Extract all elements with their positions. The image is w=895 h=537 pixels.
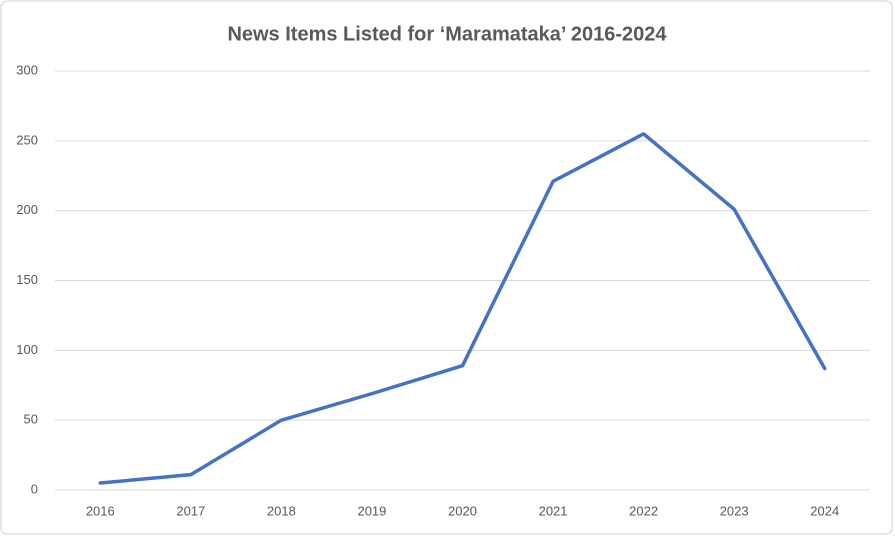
y-tick-label: 100 <box>16 342 38 357</box>
y-tick-label: 150 <box>16 272 38 287</box>
x-tick-label: 2017 <box>176 503 205 518</box>
y-tick-label: 50 <box>24 412 38 427</box>
x-tick-label: 2022 <box>629 503 658 518</box>
chart-title: News Items Listed for ‘Maramataka’ 2016-… <box>227 23 667 45</box>
x-tick-label: 2021 <box>539 503 568 518</box>
y-tick-label: 300 <box>16 62 38 77</box>
x-tick-label: 2023 <box>720 503 749 518</box>
y-tick-label: 250 <box>16 132 38 147</box>
y-tick-label: 200 <box>16 202 38 217</box>
data-line <box>98 132 827 485</box>
x-tick-label: 2024 <box>810 503 839 518</box>
x-tick-label: 2016 <box>86 503 115 518</box>
x-tick-label: 2019 <box>357 503 386 518</box>
y-tick-label: 0 <box>31 481 38 496</box>
x-tick-label: 2020 <box>448 503 477 518</box>
x-tick-label: 2018 <box>267 503 296 518</box>
